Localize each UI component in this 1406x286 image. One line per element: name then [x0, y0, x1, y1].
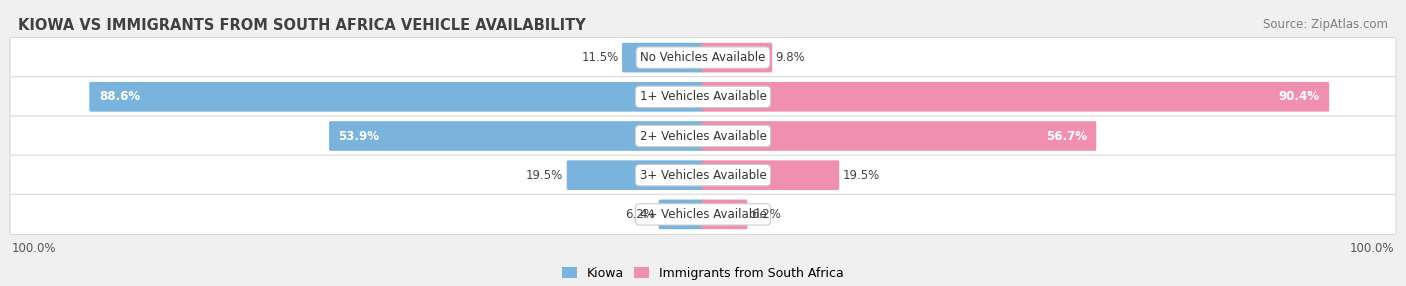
Text: 19.5%: 19.5% [842, 169, 880, 182]
Text: 53.9%: 53.9% [339, 130, 380, 142]
Text: KIOWA VS IMMIGRANTS FROM SOUTH AFRICA VEHICLE AVAILABILITY: KIOWA VS IMMIGRANTS FROM SOUTH AFRICA VE… [18, 18, 586, 33]
Text: 4+ Vehicles Available: 4+ Vehicles Available [640, 208, 766, 221]
Text: 3+ Vehicles Available: 3+ Vehicles Available [640, 169, 766, 182]
Text: 1+ Vehicles Available: 1+ Vehicles Available [640, 90, 766, 103]
FancyBboxPatch shape [621, 43, 704, 72]
Text: 11.5%: 11.5% [581, 51, 619, 64]
Text: 100.0%: 100.0% [13, 241, 56, 255]
Legend: Kiowa, Immigrants from South Africa: Kiowa, Immigrants from South Africa [562, 267, 844, 280]
FancyBboxPatch shape [329, 121, 704, 151]
FancyBboxPatch shape [658, 200, 704, 229]
FancyBboxPatch shape [702, 200, 748, 229]
Text: 9.8%: 9.8% [776, 51, 806, 64]
FancyBboxPatch shape [702, 121, 1097, 151]
Text: 6.2%: 6.2% [751, 208, 780, 221]
Text: No Vehicles Available: No Vehicles Available [640, 51, 766, 64]
FancyBboxPatch shape [702, 43, 772, 72]
FancyBboxPatch shape [10, 194, 1396, 235]
Text: 90.4%: 90.4% [1278, 90, 1320, 103]
FancyBboxPatch shape [702, 160, 839, 190]
FancyBboxPatch shape [10, 116, 1396, 156]
FancyBboxPatch shape [10, 155, 1396, 195]
Text: 100.0%: 100.0% [1350, 241, 1393, 255]
FancyBboxPatch shape [10, 37, 1396, 78]
FancyBboxPatch shape [89, 82, 704, 112]
FancyBboxPatch shape [702, 82, 1329, 112]
Text: 2+ Vehicles Available: 2+ Vehicles Available [640, 130, 766, 142]
Text: 19.5%: 19.5% [526, 169, 564, 182]
Text: Source: ZipAtlas.com: Source: ZipAtlas.com [1263, 18, 1388, 31]
FancyBboxPatch shape [567, 160, 704, 190]
Text: 6.2%: 6.2% [626, 208, 655, 221]
Text: 88.6%: 88.6% [98, 90, 141, 103]
FancyBboxPatch shape [10, 77, 1396, 117]
Text: 56.7%: 56.7% [1046, 130, 1087, 142]
